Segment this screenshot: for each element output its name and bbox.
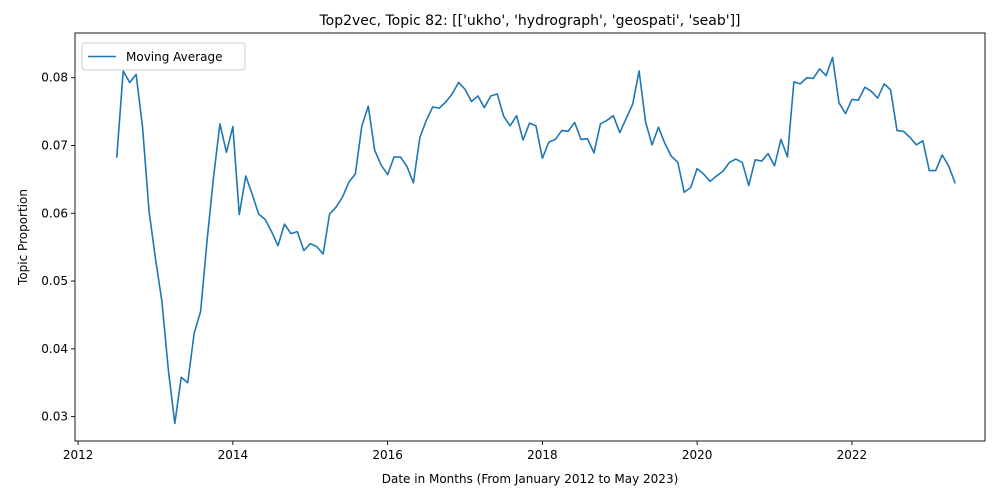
plot-frame (74, 32, 986, 442)
x-tick-label: 2012 (63, 448, 94, 462)
x-axis-label: Date in Months (From January 2012 to May… (382, 472, 679, 486)
x-tick-label: 2020 (682, 448, 713, 462)
legend-box (81, 42, 246, 71)
y-tick-label: 0.05 (41, 274, 68, 288)
x-axis-ticks: 2012 2014 2016 2018 2020 2022 (63, 441, 867, 462)
legend-entry-moving-average: Moving Average (126, 50, 222, 64)
y-axis-ticks: 0.03 0.04 0.05 0.06 0.07 0.08 (41, 71, 75, 424)
legend: Moving Average (81, 42, 246, 71)
y-tick-label: 0.06 (41, 206, 68, 220)
x-tick-label: 2018 (527, 448, 558, 462)
y-tick-label: 0.03 (41, 410, 68, 424)
x-tick-label: 2016 (372, 448, 403, 462)
y-axis-label: Topic Proportion (16, 189, 30, 286)
chart-title: Top2vec, Topic 82: [['ukho', 'hydrograph… (318, 13, 740, 29)
y-tick-label: 0.08 (41, 71, 68, 85)
x-tick-label: 2022 (837, 448, 868, 462)
y-tick-label: 0.07 (41, 139, 68, 153)
moving-average-line (115, 56, 956, 425)
plot-area (75, 33, 985, 441)
x-tick-label: 2014 (218, 448, 249, 462)
y-tick-label: 0.04 (41, 342, 68, 356)
